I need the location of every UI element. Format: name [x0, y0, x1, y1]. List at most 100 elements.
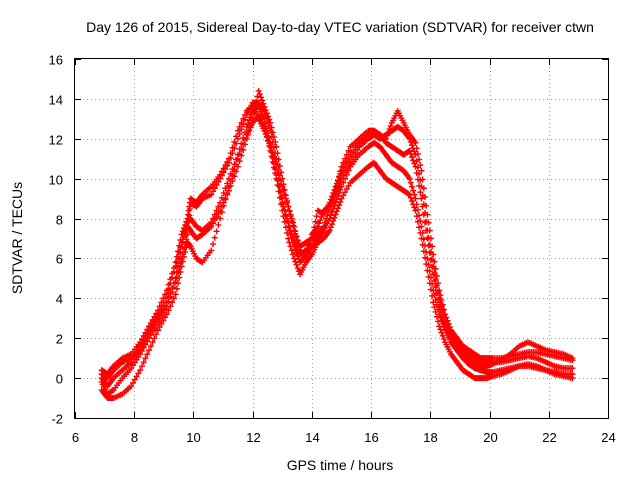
data-point: [272, 166, 279, 173]
data-point: [147, 320, 154, 327]
data-point: [142, 329, 149, 336]
data-point: [140, 359, 147, 366]
data-point: [273, 143, 280, 150]
data-point: [268, 149, 275, 156]
data-point: [437, 326, 444, 333]
data-point: [414, 150, 421, 157]
data-point: [337, 170, 344, 177]
data-point: [240, 146, 247, 153]
data-point: [345, 154, 352, 161]
data-point: [182, 249, 189, 256]
data-point: [330, 190, 337, 197]
data-point: [385, 129, 392, 136]
y-tick-labels: -2 0 2 4 6 8 10 12 14 16: [49, 53, 63, 427]
data-point: [225, 155, 232, 162]
data-point: [430, 299, 437, 306]
data-point: [162, 291, 169, 298]
series-track-a: [98, 99, 576, 398]
data-point: [167, 289, 174, 296]
data-point: [265, 137, 272, 144]
data-point: [234, 127, 241, 134]
data-point: [130, 355, 137, 362]
data-point: [342, 189, 349, 196]
data-point: [227, 182, 234, 189]
data-point: [327, 196, 334, 203]
data-point: [274, 177, 281, 184]
data-point: [334, 177, 341, 184]
data-point: [429, 243, 436, 250]
data-point: [444, 317, 451, 324]
series-track-b: [98, 103, 576, 382]
data-point: [431, 304, 438, 311]
data-point: [241, 141, 248, 148]
data-point: [248, 119, 255, 126]
data-point: [236, 130, 243, 137]
data-point: [263, 134, 270, 141]
y-tick-label: 4: [56, 292, 63, 307]
data-point: [431, 269, 438, 276]
data-point: [289, 235, 296, 242]
x-tick-labels: 6 8 10 12 14 16 18 20 22 24: [72, 430, 616, 445]
data-point: [169, 284, 176, 291]
x-tick-label: 16: [364, 430, 378, 445]
data-point: [311, 224, 318, 231]
data-point: [412, 195, 419, 202]
data-point: [423, 261, 430, 268]
data-point: [131, 376, 138, 383]
data-point: [286, 223, 293, 230]
data-point: [265, 113, 272, 120]
data-point: [236, 123, 243, 130]
data-point: [253, 99, 260, 106]
data-point: [153, 331, 160, 338]
data-point: [217, 171, 224, 178]
data-point: [321, 219, 328, 226]
data-point: [287, 243, 294, 250]
data-point: [218, 168, 225, 175]
data-point: [412, 207, 419, 214]
data-point: [262, 107, 269, 114]
data-point: [426, 280, 433, 287]
data-point: [176, 249, 183, 256]
x-tick-label: 8: [131, 430, 138, 445]
data-point: [109, 387, 116, 394]
data-point: [310, 229, 317, 236]
data-point: [343, 186, 350, 193]
y-axis-label: SDTVAR / TECUs: [9, 182, 25, 294]
data-point: [323, 215, 330, 222]
data-point: [261, 103, 268, 110]
data-point: [420, 185, 427, 192]
y-tick-label: -2: [51, 412, 63, 427]
data-point: [278, 194, 285, 201]
data-point: [284, 229, 291, 236]
data-point: [240, 115, 247, 122]
data-point: [327, 224, 334, 231]
data-point: [231, 173, 238, 180]
data-point: [208, 223, 215, 230]
data-point: [419, 176, 426, 183]
data-point: [236, 158, 243, 165]
data-point: [243, 135, 250, 142]
data-point: [276, 188, 283, 195]
data-point: [128, 383, 135, 390]
data-point: [278, 169, 285, 176]
data-point: [222, 162, 229, 169]
data-point: [220, 199, 227, 206]
data-point: [133, 373, 140, 380]
data-point: [420, 248, 427, 255]
data-point: [332, 183, 339, 190]
data-point: [330, 205, 337, 212]
data-point: [149, 339, 156, 346]
data-point: [158, 320, 165, 327]
data-point: [244, 131, 251, 138]
data-point: [138, 363, 145, 370]
data-point: [281, 186, 288, 193]
data-point: [435, 318, 442, 325]
data-point: [418, 195, 425, 202]
data-point: [142, 355, 149, 362]
chart-title: Day 126 of 2015, Sidereal Day-to-day VTE…: [86, 19, 594, 35]
data-point: [406, 191, 413, 198]
data-point: [350, 153, 357, 160]
data-point: [331, 186, 338, 193]
data-point: [439, 320, 446, 327]
